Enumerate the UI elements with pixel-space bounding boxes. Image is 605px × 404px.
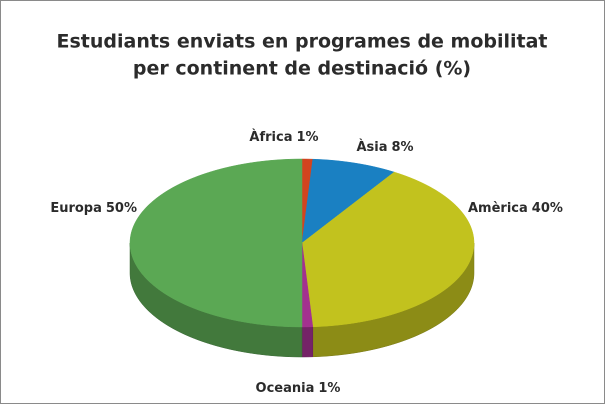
label-category: Àsia (356, 139, 387, 155)
label-value: 1% (318, 381, 340, 396)
label-value: 50% (106, 201, 137, 216)
slice (301, 158, 395, 244)
label-category: Àfrica (249, 129, 292, 145)
label-value: 1% (296, 130, 318, 145)
label-category: Europa (50, 201, 102, 216)
slice (129, 158, 303, 328)
label-category: Amèrica (468, 201, 528, 216)
chart-title: per continent de destinació (%) (133, 58, 471, 80)
data-label: Àfrica 1% (249, 129, 318, 145)
data-label: Oceania 1% (256, 381, 341, 396)
slice-side (301, 326, 314, 358)
chart-title: Estudiants enviats en programes de mobil… (56, 31, 547, 53)
data-label: Àsia 8% (356, 139, 413, 155)
data-label: Amèrica 40% (468, 201, 563, 216)
slice (301, 171, 475, 328)
label-value: 40% (532, 201, 563, 216)
label-value: 8% (391, 140, 413, 155)
data-label: Europa 50% (50, 201, 137, 216)
label-category: Oceania (256, 381, 315, 396)
